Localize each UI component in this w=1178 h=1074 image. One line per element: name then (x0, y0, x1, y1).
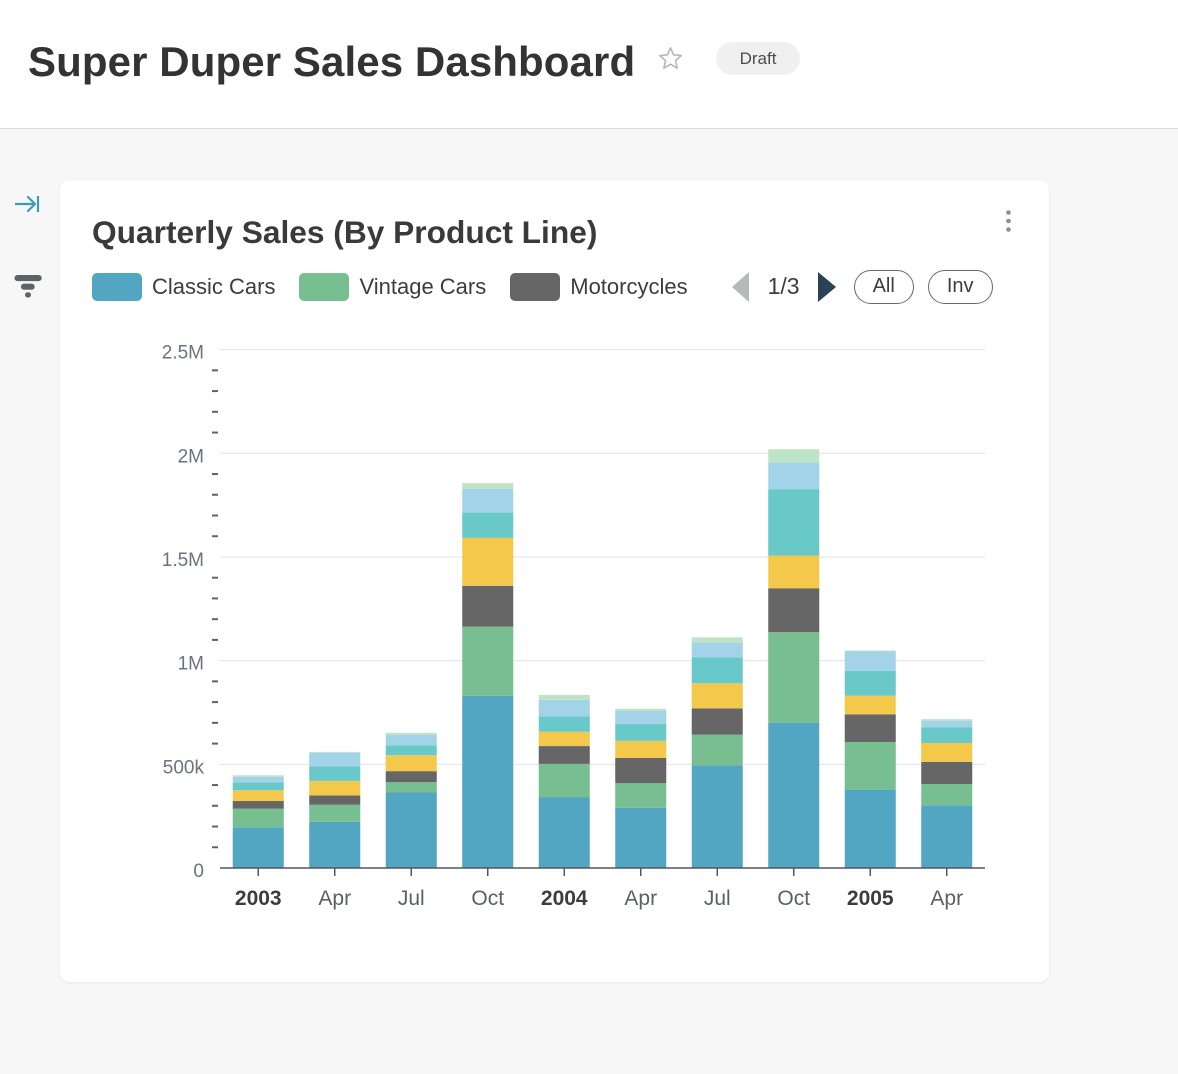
svg-text:Apr: Apr (624, 887, 657, 910)
svg-text:1M: 1M (178, 654, 204, 675)
svg-text:Oct: Oct (471, 887, 504, 910)
svg-text:Jul: Jul (704, 887, 731, 910)
svg-text:Apr: Apr (318, 887, 351, 910)
svg-text:Oct: Oct (777, 887, 810, 910)
svg-text:Apr: Apr (930, 887, 963, 910)
svg-text:2M: 2M (178, 446, 204, 467)
svg-text:0: 0 (193, 861, 204, 882)
svg-text:500k: 500k (163, 757, 205, 778)
svg-text:2003: 2003 (235, 887, 282, 910)
svg-text:2005: 2005 (847, 887, 894, 910)
svg-text:2.5M: 2.5M (162, 343, 204, 364)
svg-text:1.5M: 1.5M (162, 550, 204, 571)
svg-text:2004: 2004 (541, 887, 588, 910)
svg-text:Jul: Jul (398, 887, 425, 910)
